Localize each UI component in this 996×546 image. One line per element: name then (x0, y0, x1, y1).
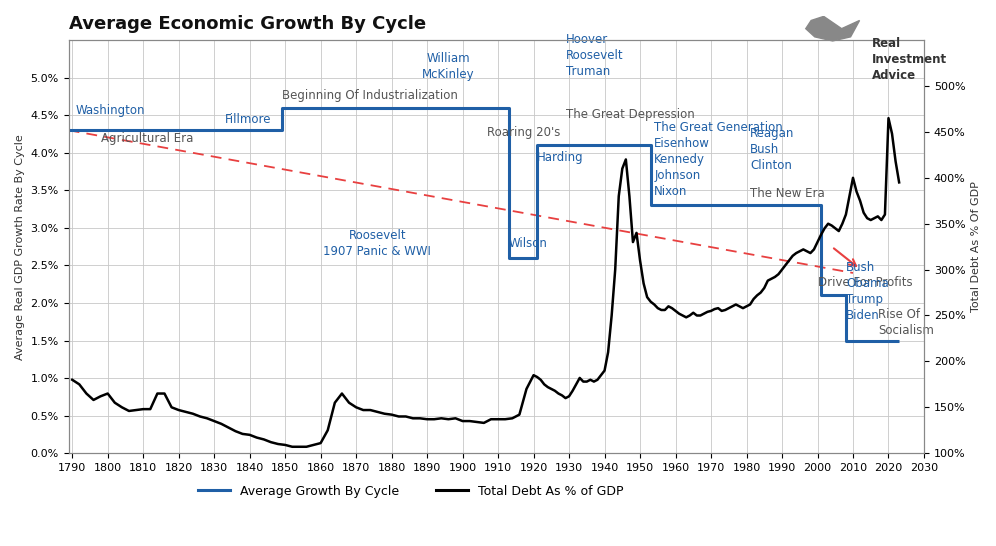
Text: Beginning Of Industrialization: Beginning Of Industrialization (282, 88, 457, 102)
Y-axis label: Total Debt As % Of GDP: Total Debt As % Of GDP (971, 181, 981, 312)
Text: The Great Depression: The Great Depression (566, 108, 694, 121)
Text: Rise Of
Socialism: Rise Of Socialism (877, 308, 933, 337)
Text: Wilson: Wilson (509, 238, 548, 251)
Text: Average Economic Growth By Cycle: Average Economic Growth By Cycle (69, 15, 425, 33)
Text: Drive For Profits: Drive For Profits (818, 276, 912, 289)
Text: Roosevelt
1907 Panic & WWI: Roosevelt 1907 Panic & WWI (324, 229, 431, 258)
Text: Bush
Obama
Trump
Biden: Bush Obama Trump Biden (846, 261, 888, 322)
Text: Reagan
Bush
Clinton: Reagan Bush Clinton (750, 127, 795, 171)
Text: Roaring 20's: Roaring 20's (487, 126, 561, 139)
Text: Agricultural Era: Agricultural Era (101, 132, 193, 145)
Text: Real
Investment
Advice: Real Investment Advice (872, 37, 947, 82)
Text: Fillmore: Fillmore (225, 114, 271, 127)
Text: William
McKinley: William McKinley (422, 52, 475, 81)
Text: The New Era: The New Era (750, 187, 825, 200)
Text: Harding: Harding (537, 151, 584, 164)
Text: Washington: Washington (76, 104, 145, 117)
Legend: Average Growth By Cycle, Total Debt As % of GDP: Average Growth By Cycle, Total Debt As %… (193, 480, 628, 503)
Y-axis label: Average Real GDP Growth Rate By Cycle: Average Real GDP Growth Rate By Cycle (15, 134, 25, 359)
Polygon shape (806, 16, 860, 41)
Text: Hoover
Roosevelt
Truman: Hoover Roosevelt Truman (566, 33, 623, 78)
Text: The Great Generation
Eisenhow
Kennedy
Johnson
Nixon: The Great Generation Eisenhow Kennedy Jo… (654, 121, 783, 198)
